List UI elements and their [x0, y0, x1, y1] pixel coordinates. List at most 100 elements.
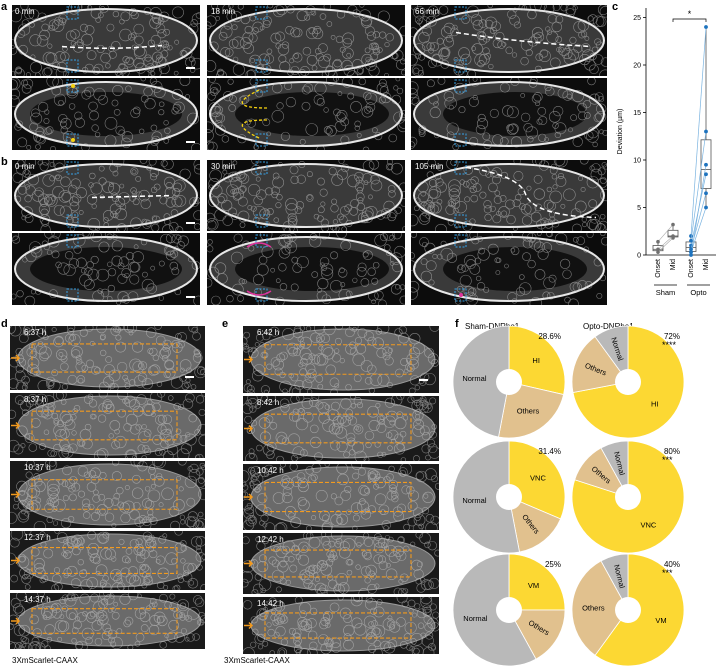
scale-bar [186, 141, 195, 143]
embryo-micrograph: 0 min [12, 160, 200, 231]
significance-stars: *** [662, 455, 673, 465]
embryo-micrograph: 12:42 h [243, 533, 439, 594]
timepoint-label: 18 min [211, 7, 236, 16]
timepoint-label: 105 min [415, 162, 444, 171]
pie-percent-label: 25% [544, 560, 561, 569]
pie-slice [571, 440, 685, 554]
data-point [704, 172, 708, 177]
timepoint-label: 12:37 h [24, 533, 51, 542]
y-tick-label: 0 [637, 253, 641, 260]
pair-line [690, 174, 707, 246]
pie-column-header: Opto-DNRho1 [583, 322, 634, 331]
pie-slice-label: VNC [530, 473, 546, 482]
embryo-micrograph: 8:42 h [243, 396, 439, 461]
group-label: Sham [656, 288, 676, 297]
significance-stars: *** [662, 568, 673, 578]
data-point [704, 162, 708, 167]
pair-line [690, 207, 707, 253]
pie-slice [594, 325, 629, 384]
pie-slice [498, 381, 565, 439]
pair-line [657, 224, 674, 242]
group-label: Opto [690, 288, 706, 297]
data-point [689, 250, 693, 255]
embryo-micrograph [207, 233, 405, 305]
timepoint-label: 66 min [415, 7, 440, 16]
scale-bar [186, 67, 195, 69]
pie-column-header: Sham-DNRho1 [465, 322, 520, 331]
pie-chart: HI Others Normal [452, 325, 566, 439]
pie-slice-label: HI [651, 400, 659, 409]
embryo-micrograph [12, 233, 200, 305]
pie-slice-label: Others [582, 603, 605, 612]
timepoint-label: 6:37 h [24, 328, 47, 337]
data-point [656, 239, 660, 244]
scale-bar [186, 222, 195, 224]
panel-letter-c: c [612, 1, 619, 13]
pair-line [657, 237, 674, 253]
pair-line [690, 131, 707, 241]
embryo-micrograph: 8:37 h [10, 393, 205, 458]
timepoint-label: 6:42 h [257, 328, 280, 337]
x-category-label: Onset [655, 259, 662, 278]
pie-slice [452, 553, 537, 667]
embryo-micrograph: 6:42 h [243, 326, 439, 393]
deviation-boxplot: 0 5 10 15 20 25 Deviation (µm) * Onset Mid Onset Mi… [617, 8, 716, 297]
panel-letter-a: a [1, 1, 8, 13]
data-point [671, 222, 675, 227]
pie-slice [508, 496, 562, 553]
embryo-micrograph: 30 min [207, 160, 405, 231]
timepoint-label: 12:42 h [257, 535, 284, 544]
pie-slice-label: Normal [462, 496, 487, 505]
pie-slice-label: Normal [463, 614, 488, 623]
pie-percent-label: 31.4% [538, 447, 561, 456]
pie-slice-label: HI [532, 356, 540, 365]
embryo-micrograph: 0 min [12, 5, 200, 76]
x-category-label: Mid [703, 259, 710, 270]
pie-slice-label: VM [528, 581, 539, 590]
embryo-micrograph: 66 min [411, 5, 607, 76]
pie-slice [508, 440, 566, 520]
timepoint-label: 8:37 h [24, 395, 47, 404]
timepoint-label: 10:37 h [24, 463, 51, 472]
embryo-micrograph [411, 233, 607, 305]
data-point [689, 253, 693, 257]
embryo-micrograph: 18 min [207, 5, 405, 76]
panel-letter-f: f [455, 318, 459, 330]
data-point [689, 234, 693, 238]
pie-slice [508, 609, 566, 660]
x-category-label: Mid [670, 259, 677, 270]
panel-d-reporter-label: 3XmScarlet-CAAX [12, 656, 78, 665]
pie-slice-label: Normal [462, 374, 487, 383]
data-point [671, 234, 675, 238]
data-point [704, 191, 708, 196]
embryo-micrograph: 10:37 h [10, 461, 205, 528]
scale-bar [185, 376, 194, 378]
significance-stars: **** [662, 340, 677, 350]
embryo-micrograph: 14:42 h [243, 597, 439, 654]
y-tick-label: 10 [633, 158, 641, 165]
scale-bar [186, 296, 195, 298]
data-point [656, 250, 660, 254]
pie-slice [571, 336, 629, 393]
panel-letter-b: b [1, 156, 8, 168]
significance-marker: * [688, 9, 692, 19]
data-point [689, 238, 693, 243]
pie-slice [571, 560, 629, 656]
data-point [689, 247, 693, 252]
y-tick-label: 25 [633, 15, 641, 22]
pair-line [690, 193, 707, 250]
pie-slice [452, 440, 520, 554]
pie-slice [600, 553, 629, 611]
pie-percent-label: 40% [663, 560, 680, 569]
pie-slice-label: Others [517, 407, 540, 416]
y-tick-label: 15 [633, 110, 641, 117]
embryo-micrograph: 12:37 h [10, 531, 205, 590]
pie-percent-label: 80% [663, 447, 680, 456]
embryo-micrograph [12, 78, 200, 150]
panel-e-reporter-label: 3XmScarlet-CAAX [224, 656, 290, 665]
data-point [704, 129, 708, 134]
x-category-label: Onset [688, 259, 695, 278]
